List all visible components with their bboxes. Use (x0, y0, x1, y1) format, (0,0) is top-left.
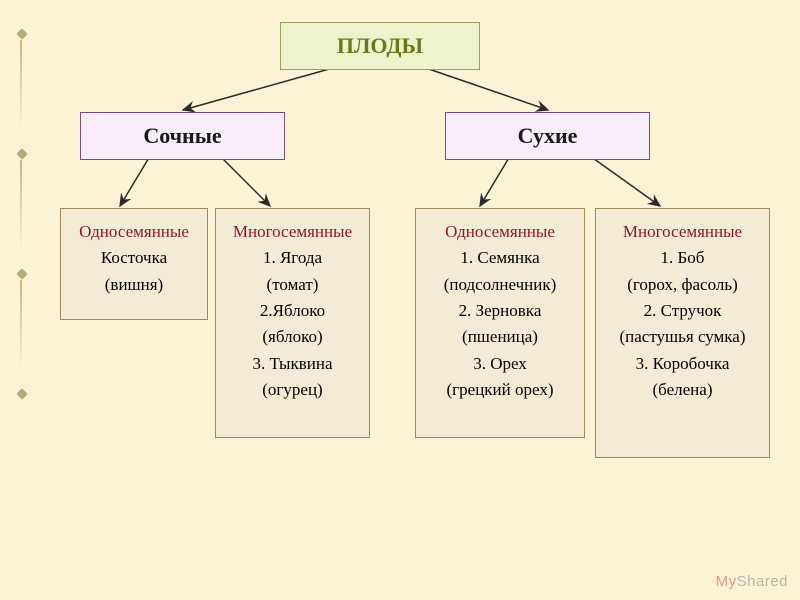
category-label: Сухие (518, 119, 578, 153)
category-label: Сочные (143, 119, 221, 153)
edge-4 (480, 156, 510, 206)
category-node-0: Сочные (80, 112, 285, 160)
edge-1 (420, 66, 548, 110)
leaf-line: Косточка (67, 245, 201, 271)
leaf-line: (вишня) (67, 272, 201, 298)
leaf-title: Односемянные (67, 219, 201, 245)
leaf-line: (белена) (602, 377, 763, 403)
root-node: ПЛОДЫ (280, 22, 480, 70)
watermark-my: My (716, 573, 737, 590)
leaf-line: (грецкий орех) (422, 377, 578, 403)
leaf-line: 2. Стручок (602, 298, 763, 324)
leaf-line: (пастушья сумка) (602, 324, 763, 350)
leaf-line: 3. Орех (422, 351, 578, 377)
category-node-1: Сухие (445, 112, 650, 160)
leaf-title: Односемянные (422, 219, 578, 245)
root-label: ПЛОДЫ (337, 29, 423, 63)
leaf-line: 2.Яблоко (222, 298, 363, 324)
leaf-title: Многосемянные (222, 219, 363, 245)
leaf-line: 1. Ягода (222, 245, 363, 271)
leaf-node-2: Односемянные1. Семянка(подсолнечник)2. З… (415, 208, 585, 438)
leaf-node-1: Многосемянные1. Ягода(томат)2.Яблоко(ябл… (215, 208, 370, 438)
leaf-node-0: ОдносемянныеКосточка(вишня) (60, 208, 208, 320)
leaf-line: 2. Зерновка (422, 298, 578, 324)
leaf-title: Многосемянные (602, 219, 763, 245)
leaf-line: (подсолнечник) (422, 272, 578, 298)
watermark: MyShared (716, 573, 788, 590)
leaf-line: 1. Семянка (422, 245, 578, 271)
slide-decoration-left (0, 0, 60, 600)
leaf-line: (томат) (222, 272, 363, 298)
edge-3 (220, 156, 270, 206)
leaf-line: (горох, фасоль) (602, 272, 763, 298)
leaf-node-3: Многосемянные1. Боб(горох, фасоль)2. Стр… (595, 208, 770, 458)
edge-0 (183, 66, 340, 110)
leaf-line: (яблоко) (222, 324, 363, 350)
leaf-line: (огурец) (222, 377, 363, 403)
leaf-line: 3. Коробочка (602, 351, 763, 377)
edge-2 (120, 156, 150, 206)
leaf-line: (пшеница) (422, 324, 578, 350)
leaf-line: 3. Тыквина (222, 351, 363, 377)
edge-5 (590, 156, 660, 206)
watermark-rest: Shared (737, 573, 788, 590)
leaf-line: 1. Боб (602, 245, 763, 271)
